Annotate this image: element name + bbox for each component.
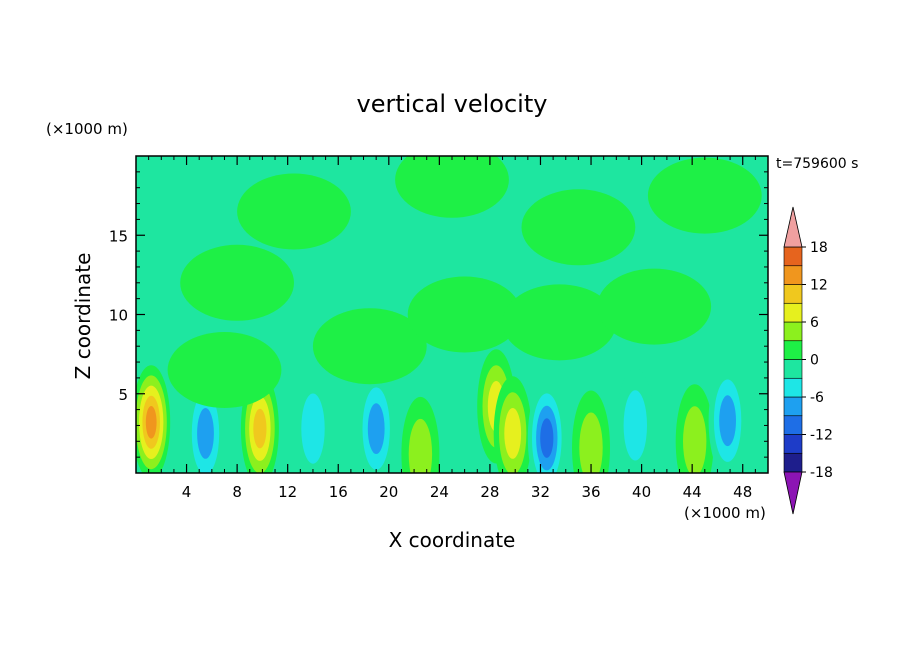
colorbar-tick-label: 18 xyxy=(810,240,828,256)
field-feature xyxy=(597,268,712,345)
field-feature xyxy=(647,157,762,234)
colorbar-tick-label: 12 xyxy=(810,278,828,294)
colorbar-tick-label: -6 xyxy=(810,390,824,406)
field-feature xyxy=(527,381,566,473)
contour-band xyxy=(395,156,509,218)
x-tick-label: 16 xyxy=(329,483,348,501)
contour-band xyxy=(145,406,157,439)
y-axis-ticks: 5 10 15 xyxy=(109,171,768,458)
field-feature xyxy=(502,284,617,361)
contour-band xyxy=(579,412,603,473)
contour-band xyxy=(647,157,762,234)
colorbar-segment xyxy=(783,415,803,435)
y-tick-label: 10 xyxy=(109,307,128,325)
contour-band xyxy=(167,332,282,408)
contour-band xyxy=(623,390,647,461)
field-feature xyxy=(180,244,294,321)
field-feature xyxy=(572,390,610,473)
contour-band xyxy=(367,403,385,454)
colorbar-segment xyxy=(783,377,803,398)
colorbar-tick-label: 6 xyxy=(810,315,819,331)
field-feature xyxy=(357,371,396,473)
colorbar-tick-label: -12 xyxy=(810,428,833,444)
contour-band xyxy=(312,308,427,385)
x-tick-label: 12 xyxy=(278,483,297,501)
colorbar-segment xyxy=(783,284,803,304)
contour-band xyxy=(683,406,707,473)
time-label: t=759600 s xyxy=(776,156,858,172)
field-feature xyxy=(136,365,171,473)
x-tick-label: 40 xyxy=(632,483,651,501)
field-feature xyxy=(407,276,522,353)
field-feature xyxy=(312,308,427,385)
x-axis-label: X coordinate xyxy=(389,528,516,552)
x-axis-ticks: 4 8 12 16 20 24 28 32 36 40 44 48 xyxy=(148,156,756,501)
contour-band xyxy=(301,393,325,464)
x-tick-label: 8 xyxy=(232,483,242,501)
colorbar-segment xyxy=(783,246,803,267)
colorbar-tick-label: 0 xyxy=(810,353,819,369)
colorbar-tick-label: -18 xyxy=(810,465,833,481)
contour-field xyxy=(136,156,762,473)
contour-band xyxy=(502,284,617,361)
field-feature xyxy=(708,363,747,473)
colorbar-segment xyxy=(783,340,803,360)
x-unit-label: (×1000 m) xyxy=(684,504,766,522)
y-tick-label: 5 xyxy=(118,386,128,404)
contour-band xyxy=(408,418,433,473)
field-feature xyxy=(675,384,714,473)
y-unit-label: (×1000 m) xyxy=(46,120,128,138)
field-feature xyxy=(616,368,655,473)
colorbar-under-arrow xyxy=(783,471,803,515)
field-feature xyxy=(521,189,636,266)
chart-title: vertical velocity xyxy=(357,90,548,118)
contour-band xyxy=(237,173,351,250)
colorbar-segment xyxy=(783,359,803,379)
x-tick-label: 20 xyxy=(379,483,398,501)
contour-band xyxy=(180,244,294,321)
field-feature xyxy=(401,396,440,473)
colorbar-segment xyxy=(783,321,803,342)
field-feature xyxy=(237,173,351,250)
y-tick-label: 15 xyxy=(109,227,128,245)
field-feature xyxy=(167,332,282,408)
colorbar-segment xyxy=(783,265,803,285)
contour-band xyxy=(504,408,522,459)
colorbar-segment xyxy=(783,396,803,417)
x-tick-label: 24 xyxy=(430,483,449,501)
x-tick-label: 32 xyxy=(531,483,550,501)
contour-band xyxy=(540,418,554,458)
field-feature xyxy=(294,371,332,473)
contour-band xyxy=(407,276,522,353)
colorbar-segment xyxy=(783,452,803,473)
contour-band xyxy=(719,395,736,447)
x-tick-label: 4 xyxy=(182,483,192,501)
x-tick-label: 36 xyxy=(581,483,600,501)
contour-band xyxy=(197,408,214,459)
colorbar-segment xyxy=(783,302,803,323)
contour-band xyxy=(521,189,636,266)
x-tick-label: 28 xyxy=(480,483,499,501)
field-feature xyxy=(493,376,532,473)
contour-band xyxy=(597,268,712,345)
colorbar-segment xyxy=(783,434,803,454)
x-tick-label: 44 xyxy=(683,483,702,501)
y-axis-label: Z coordinate xyxy=(71,253,95,380)
field-feature xyxy=(395,156,509,218)
colorbar: 18 12 6 0 -6 -12 -18 xyxy=(783,206,833,515)
contour-band xyxy=(253,408,267,449)
colorbar-over-arrow xyxy=(783,206,803,248)
x-tick-label: 48 xyxy=(733,483,752,501)
